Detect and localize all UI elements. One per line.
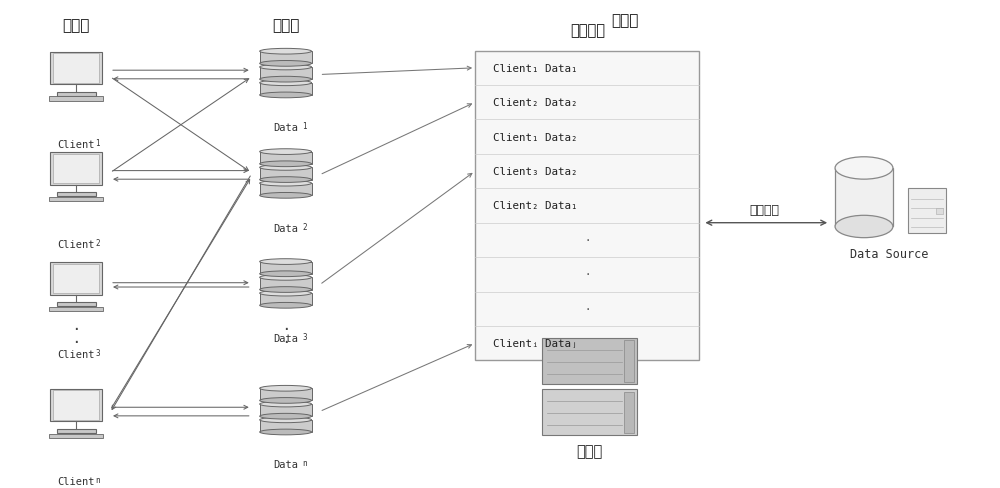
Text: 3: 3 [303,332,307,341]
Text: ·: · [585,268,589,282]
Text: ·: · [283,334,288,351]
Text: ·: · [73,334,79,351]
Text: Client: Client [57,476,95,486]
Ellipse shape [260,49,312,55]
Ellipse shape [260,77,312,83]
Bar [260,388,312,401]
FancyBboxPatch shape [936,208,943,214]
Text: Client: Client [57,240,95,250]
Text: 2: 2 [303,223,307,231]
Ellipse shape [260,177,312,183]
Ellipse shape [260,275,312,281]
Text: ·: · [585,302,589,316]
Bar [260,184,312,196]
Text: Data: Data [273,333,298,343]
Text: 3: 3 [95,349,100,358]
Text: Client₁ Data₁: Client₁ Data₁ [493,63,578,74]
Ellipse shape [260,398,312,404]
Ellipse shape [260,65,312,71]
Ellipse shape [260,193,312,199]
Ellipse shape [260,287,312,293]
FancyBboxPatch shape [49,434,103,438]
FancyBboxPatch shape [53,54,99,83]
Ellipse shape [260,81,312,86]
Text: ·: · [585,233,589,247]
Ellipse shape [260,271,312,277]
Text: 数据集: 数据集 [272,18,299,33]
Text: 2: 2 [95,239,100,248]
Ellipse shape [260,162,312,167]
FancyBboxPatch shape [50,153,102,185]
FancyBboxPatch shape [57,303,96,307]
FancyBboxPatch shape [908,189,946,234]
Text: Client₁ Data₂: Client₁ Data₂ [493,132,578,142]
Ellipse shape [260,181,312,186]
Text: 数据标签: 数据标签 [570,23,605,38]
FancyBboxPatch shape [50,53,102,85]
FancyBboxPatch shape [542,338,637,385]
FancyBboxPatch shape [57,193,96,197]
Bar [260,262,312,274]
Bar [475,52,699,361]
Text: Client₃ Data₂: Client₃ Data₂ [493,167,578,177]
FancyBboxPatch shape [49,307,103,311]
Ellipse shape [260,165,312,171]
Text: 服务器: 服务器 [577,444,603,459]
Text: Data: Data [273,223,298,233]
Text: 数据更新: 数据更新 [750,203,780,216]
Bar [260,278,312,290]
Ellipse shape [260,149,312,155]
Ellipse shape [260,413,312,419]
Ellipse shape [260,259,312,265]
Text: Client: Client [57,140,95,150]
Ellipse shape [260,417,312,423]
Text: n: n [303,458,307,468]
FancyBboxPatch shape [50,389,102,422]
Bar [260,168,312,180]
FancyBboxPatch shape [57,429,96,433]
Text: Data: Data [273,123,298,133]
FancyBboxPatch shape [53,390,99,420]
Text: Clientᵢ Dataⱼ: Clientᵢ Dataⱼ [493,339,578,348]
Text: ·: · [73,321,79,339]
Text: Client: Client [57,350,95,360]
Bar [260,152,312,164]
Ellipse shape [260,429,312,435]
FancyBboxPatch shape [50,263,102,295]
Bar [260,404,312,416]
FancyBboxPatch shape [53,264,99,293]
FancyBboxPatch shape [624,392,634,433]
Ellipse shape [260,401,312,407]
Ellipse shape [260,303,312,308]
FancyBboxPatch shape [624,341,634,382]
Bar [260,420,312,432]
Bar [260,52,312,64]
Ellipse shape [835,216,893,238]
Text: 1: 1 [95,139,100,148]
Text: Data: Data [273,459,298,469]
Ellipse shape [260,61,312,67]
Bar [835,169,893,227]
Text: Client₂ Data₁: Client₂ Data₁ [493,201,578,211]
Text: n: n [95,475,100,484]
Text: Client₂ Data₂: Client₂ Data₂ [493,98,578,108]
Text: Data Source: Data Source [850,247,928,260]
Ellipse shape [260,386,312,391]
FancyBboxPatch shape [542,389,637,436]
Text: 服务端: 服务端 [611,13,638,28]
FancyBboxPatch shape [53,154,99,184]
Bar [260,293,312,305]
FancyBboxPatch shape [49,97,103,102]
Bar [260,68,312,80]
Text: 客户端: 客户端 [62,18,90,33]
Bar [260,83,312,96]
FancyBboxPatch shape [57,92,96,97]
Text: ·: · [283,321,288,339]
Ellipse shape [835,158,893,180]
Text: 1: 1 [303,122,307,131]
Ellipse shape [260,291,312,296]
FancyBboxPatch shape [49,198,103,202]
Ellipse shape [260,93,312,99]
